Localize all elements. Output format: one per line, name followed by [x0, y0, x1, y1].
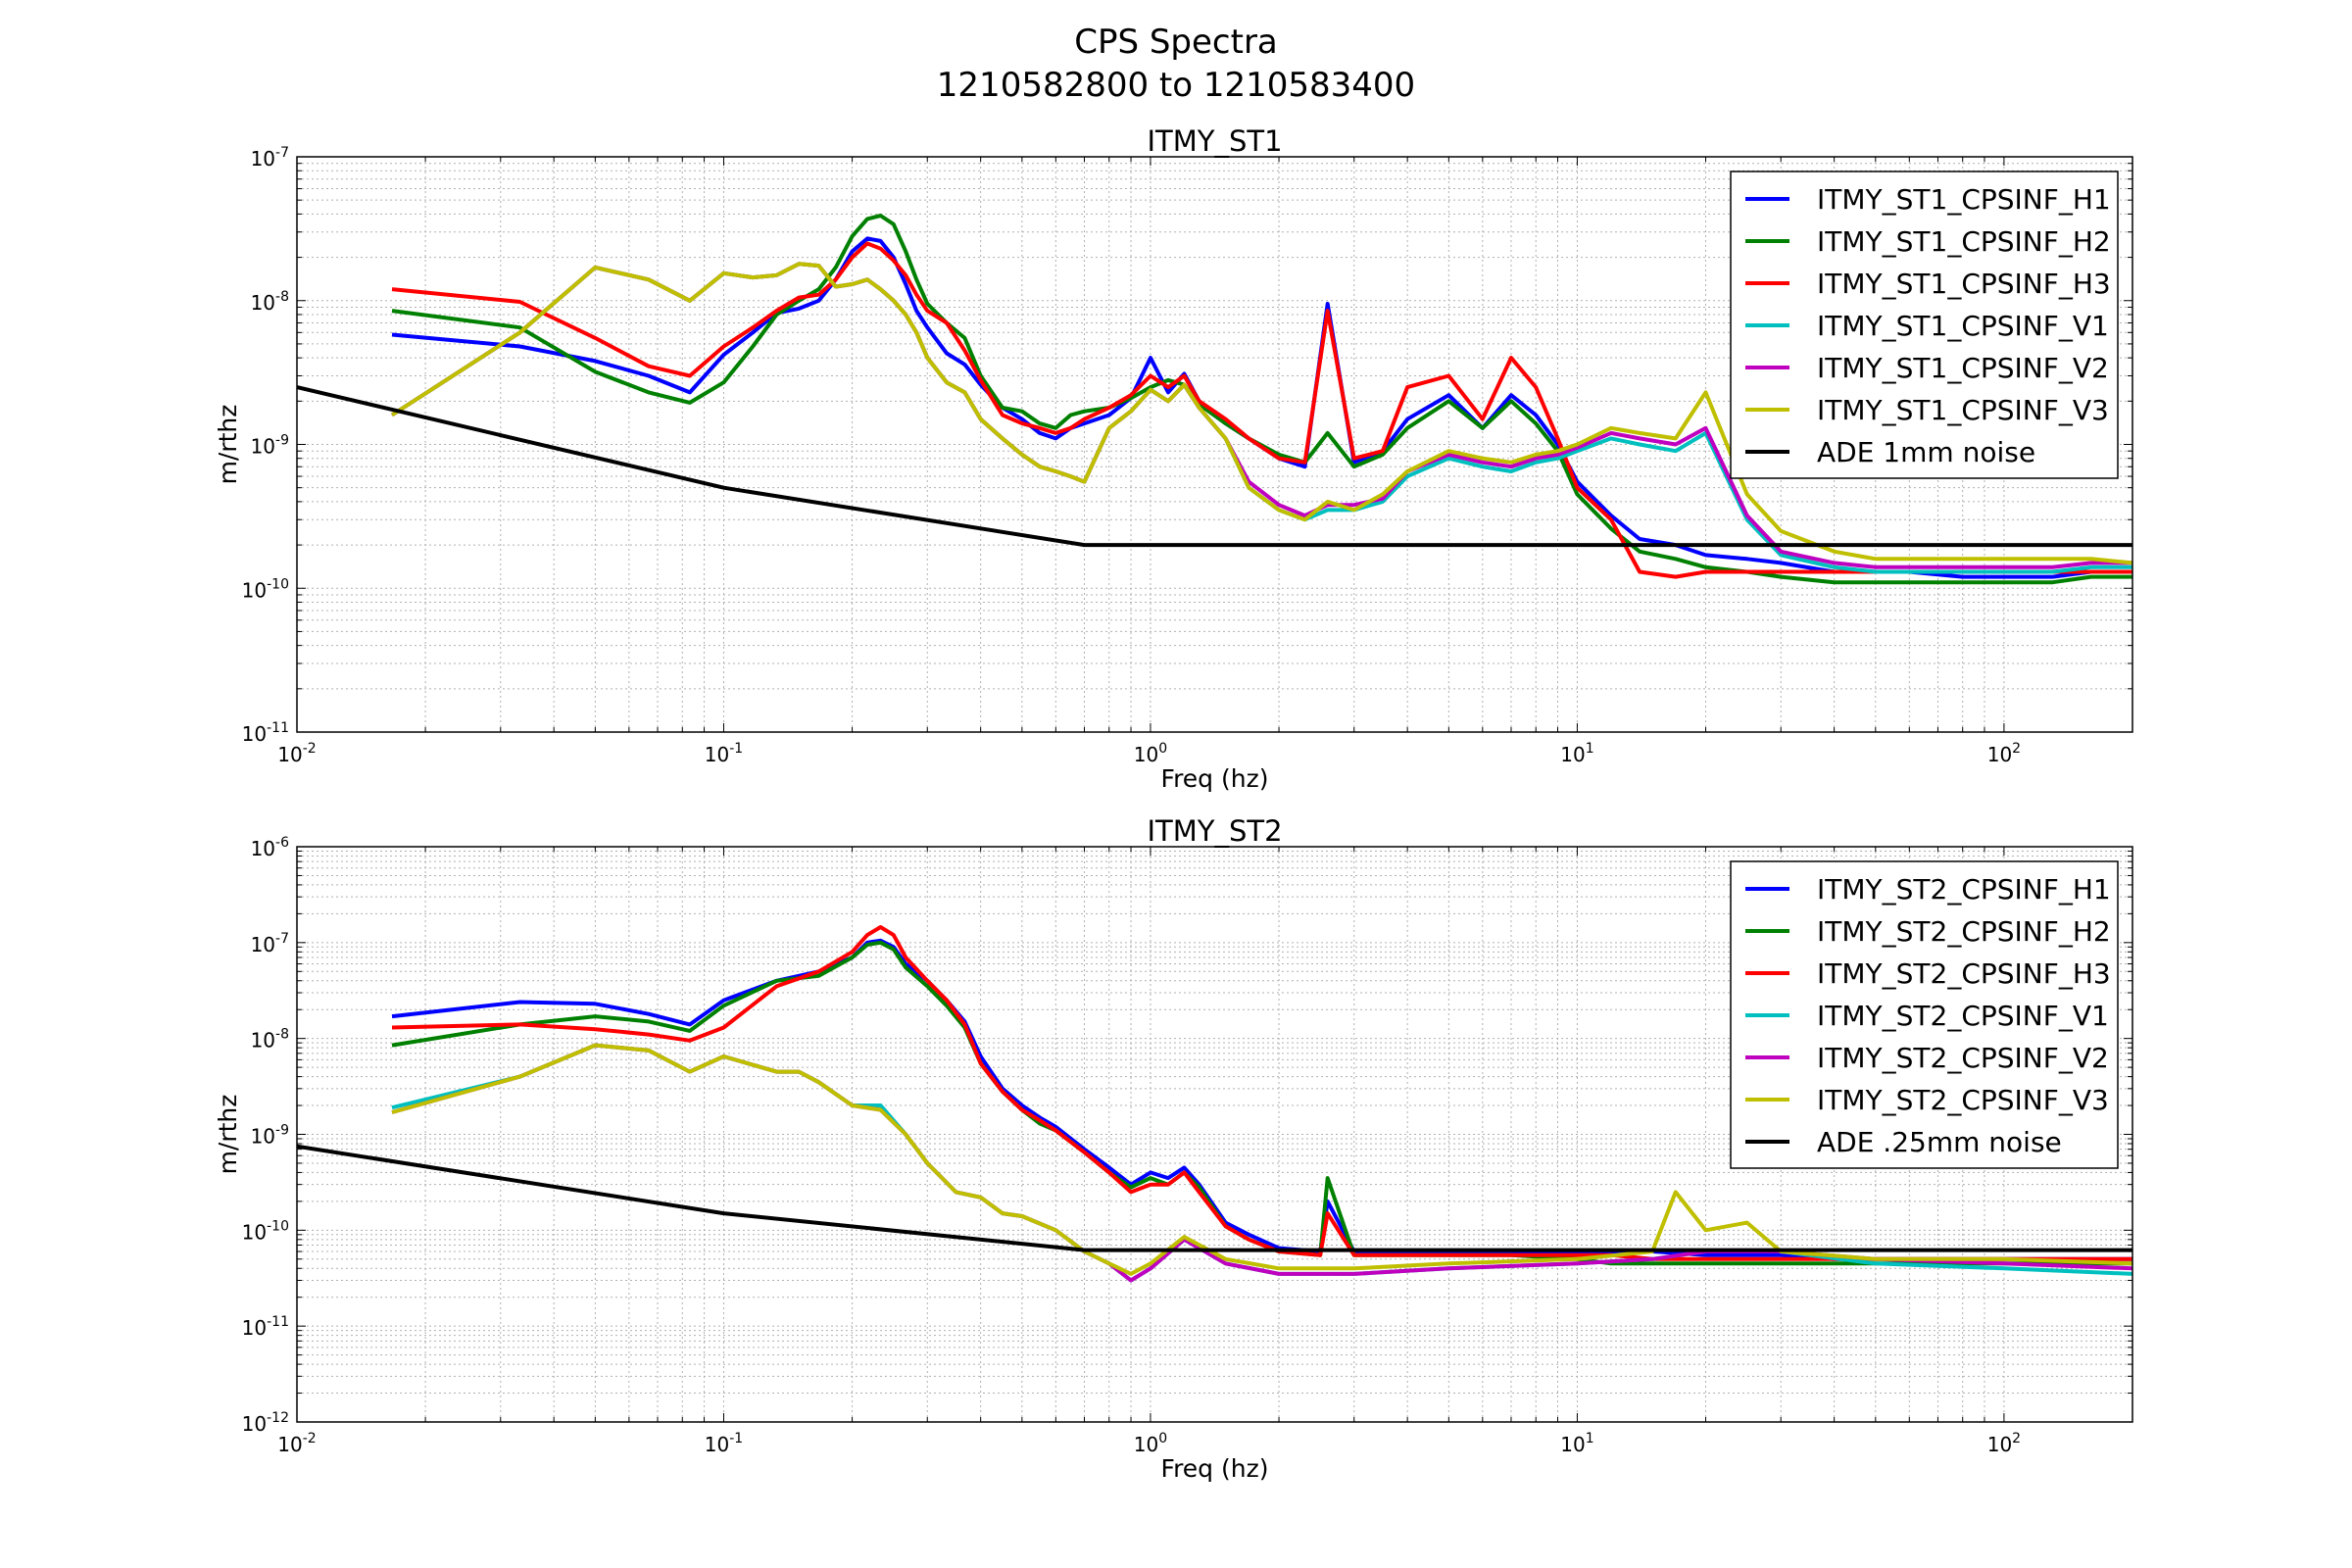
y-tick-label: 10-10: [242, 1218, 289, 1244]
x-tick-label: 10-1: [705, 741, 743, 766]
x-tick-label: 102: [1987, 741, 2021, 766]
legend-box: [1730, 171, 2119, 479]
chart-panel-2: ITMY_ST2 10-2 10-1 100 101 102 10-12 10-11 10-10…: [214, 814, 2133, 1483]
figure-subtitle: 1210582800 to 1210583400: [936, 66, 1416, 105]
x-tick-label: 102: [1987, 1431, 2021, 1456]
series-line-itmy-st2-cpsinf-h2: [391, 940, 2132, 1266]
y-tick-label: 10-12: [242, 1410, 289, 1436]
x-axis-label: Freq (hz): [1161, 764, 1269, 793]
y-axis-label: m/rthz: [214, 405, 242, 485]
x-tick-label: 10-2: [277, 741, 316, 766]
series-group: [297, 925, 2132, 1283]
y-tick-label: 10-11: [242, 1314, 289, 1340]
y-tick-label: 10-9: [251, 1123, 289, 1149]
x-tick-label: 100: [1134, 1431, 1167, 1456]
y-tick-label: 10-9: [251, 433, 289, 459]
series-group: [297, 214, 2132, 585]
series-line-itmy-st2-cpsinf-h3: [391, 925, 2132, 1261]
y-tick-label: 10-11: [242, 720, 289, 746]
legend-label: ITMY_ST2_CPSINF_H1: [1817, 873, 2111, 906]
series-line-itmy-st1-cpsinf-h3: [391, 241, 2132, 579]
series-line-ade-25mm-noise: [297, 1144, 2132, 1252]
legend-label: ITMY_ST2_CPSINF_H3: [1817, 957, 2111, 990]
x-axis-label: Freq (hz): [1161, 1454, 1269, 1483]
figure-title: CPS Spectra: [1074, 23, 1278, 62]
y-tick-label: 10-7: [251, 145, 289, 171]
y-tick-label: 10-10: [242, 576, 289, 602]
legend-label: ITMY_ST2_CPSINF_V2: [1817, 1042, 2109, 1074]
axes-frame: [296, 156, 2133, 733]
x-tick-label: 10-1: [705, 1431, 743, 1456]
y-tick-label: 10-6: [251, 835, 290, 860]
y-axis-label: m/rthz: [214, 1095, 242, 1175]
series-line-itmy-st2-cpsinf-v3: [391, 1043, 2132, 1276]
panel-title: ITMY_ST1: [1147, 124, 1282, 158]
series-line-itmy-st1-cpsinf-v3: [390, 262, 2132, 565]
x-tick-label: 100: [1134, 741, 1167, 766]
y-tick-label: 10-8: [251, 1027, 289, 1053]
legend-label: ADE 1mm noise: [1817, 436, 2035, 468]
legend-label: ITMY_ST1_CPSINF_H1: [1817, 183, 2111, 216]
axes-frame: [296, 846, 2133, 1423]
legend-label: ITMY_ST1_CPSINF_H3: [1817, 268, 2111, 300]
y-tick-label: 10-7: [251, 931, 289, 956]
legend-label: ITMY_ST1_CPSINF_H2: [1817, 225, 2111, 258]
legend: ITMY_ST2_CPSINF_H1 ITMY_ST2_CPSINF_H2 ITMY…: [1730, 860, 2119, 1169]
x-tick-label: 101: [1560, 1431, 1593, 1456]
legend-label: ITMY_ST1_CPSINF_V1: [1817, 310, 2109, 342]
series-line-itmy-st1-cpsinf-h2: [391, 214, 2132, 585]
legend-label: ADE .25mm noise: [1817, 1126, 2062, 1158]
legend-box: [1730, 860, 2119, 1169]
chart-panel-1: ITMY_ST1 10-2 10-1 100 101 102 10-11 10-10 10-9 1…: [214, 124, 2133, 793]
x-tick-label: 10-2: [277, 1431, 316, 1456]
legend: ITMY_ST1_CPSINF_H1 ITMY_ST1_CPSINF_H2 ITMY…: [1730, 171, 2119, 479]
legend-label: ITMY_ST2_CPSINF_H2: [1817, 915, 2111, 948]
legend-label: ITMY_ST2_CPSINF_V1: [1817, 1000, 2109, 1032]
legend-label: ITMY_ST1_CPSINF_V3: [1817, 394, 2109, 426]
y-tick-label: 10-8: [251, 289, 289, 315]
x-tick-label: 101: [1560, 741, 1593, 766]
series-line-ade-1mm-noise: [297, 385, 2132, 548]
legend-label: ITMY_ST1_CPSINF_V2: [1817, 352, 2109, 384]
panel-title: ITMY_ST2: [1147, 814, 1282, 848]
legend-label: ITMY_ST2_CPSINF_V3: [1817, 1084, 2109, 1116]
